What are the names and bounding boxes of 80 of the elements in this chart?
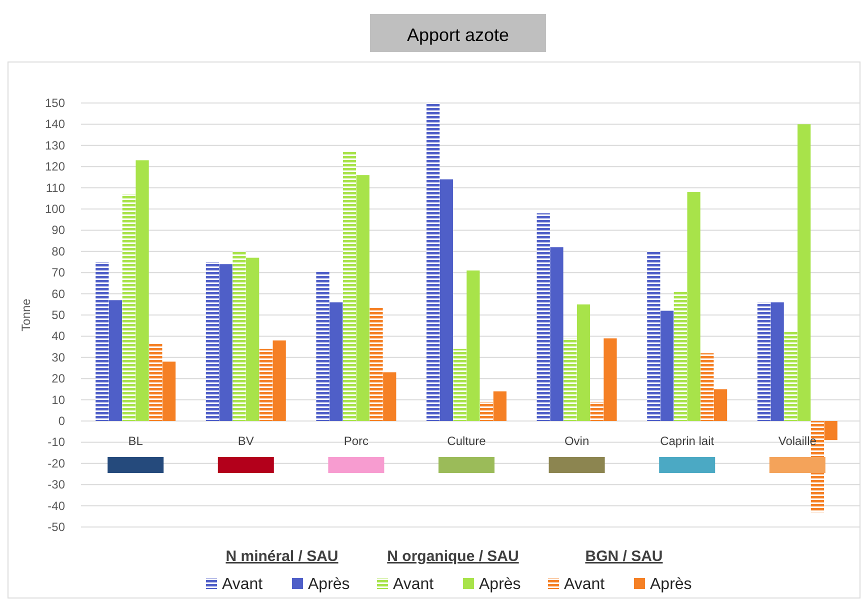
x-tick-label: BL (128, 434, 144, 448)
bar (590, 402, 604, 421)
y-tick-label: 150 (44, 96, 66, 110)
bar (700, 353, 714, 421)
x-tick-label: Volaille (778, 434, 817, 448)
x-tick-label: BV (238, 434, 254, 448)
legend-label: Après (308, 576, 350, 593)
x-tick-label: Culture (447, 434, 486, 448)
bar (149, 342, 162, 421)
y-tick-label: 0 (58, 414, 66, 428)
bar (246, 258, 260, 421)
legend-label: Avant (222, 576, 264, 593)
bar (330, 302, 343, 421)
bar (122, 194, 136, 421)
y-tick-label: 10 (52, 392, 66, 407)
y-tick-label: 60 (52, 286, 66, 301)
y-tick-label: 90 (52, 223, 66, 238)
y-tick-label: 40 (52, 329, 66, 344)
bar (647, 251, 660, 421)
bar (493, 391, 506, 421)
x-tick-label: Ovin (564, 434, 590, 448)
bar (383, 372, 396, 421)
chart-title: Apport azote (406, 25, 510, 45)
bar (426, 103, 440, 421)
y-axis-title: Tonne (19, 298, 33, 332)
bar (687, 192, 700, 421)
y-tick-label: -10 (48, 435, 66, 450)
y-tick-label: 100 (44, 202, 66, 216)
bar (714, 389, 728, 421)
bar (440, 179, 453, 421)
y-tick-label: 50 (52, 308, 66, 322)
bar (232, 251, 246, 421)
y-tick-label: 70 (52, 266, 66, 280)
bar (770, 302, 784, 421)
bar (824, 421, 838, 440)
x-tick-label: Porc (344, 434, 369, 448)
text: BGN / SAU (585, 548, 663, 565)
y-tick-label: 30 (52, 350, 66, 364)
y-tick-label: -50 (48, 520, 66, 534)
bar (784, 332, 798, 421)
text: N minéral / SAU (226, 548, 338, 565)
bar (162, 362, 176, 421)
y-tick-label: 120 (44, 160, 66, 174)
bar (576, 304, 590, 421)
legend-label: Après (650, 576, 692, 593)
y-tick-label: -30 (48, 478, 66, 492)
bar (136, 160, 149, 421)
bar (604, 338, 617, 421)
bar (356, 175, 370, 421)
bar (798, 124, 811, 421)
bar (219, 264, 232, 421)
bar (466, 270, 480, 421)
y-tick-label: 140 (44, 117, 66, 132)
bar (272, 340, 286, 421)
x-tick-label: Caprin lait (660, 434, 715, 448)
bar (316, 270, 330, 421)
bar (342, 152, 356, 421)
bar (536, 213, 550, 421)
bar (564, 338, 577, 421)
legend-label: Avant (393, 576, 434, 593)
y-tick-label: -20 (48, 456, 66, 470)
bar (108, 300, 122, 421)
bar (96, 262, 109, 421)
legend-label: Après (479, 576, 521, 593)
y-tick-label: 110 (46, 180, 66, 195)
bar (259, 348, 273, 421)
y-tick-label: 20 (52, 372, 66, 386)
legend-label: Avant (564, 576, 606, 593)
bar (550, 247, 564, 421)
bar (370, 306, 383, 421)
text: N organique / SAU (387, 548, 519, 565)
bar (757, 302, 771, 421)
y-tick-label: 130 (44, 138, 66, 152)
y-tick-label: -40 (48, 498, 66, 513)
bar (453, 348, 466, 421)
bar (206, 262, 220, 421)
bar (660, 310, 674, 421)
bar (480, 402, 494, 421)
bar (674, 292, 687, 421)
y-tick-label: 80 (52, 244, 66, 258)
